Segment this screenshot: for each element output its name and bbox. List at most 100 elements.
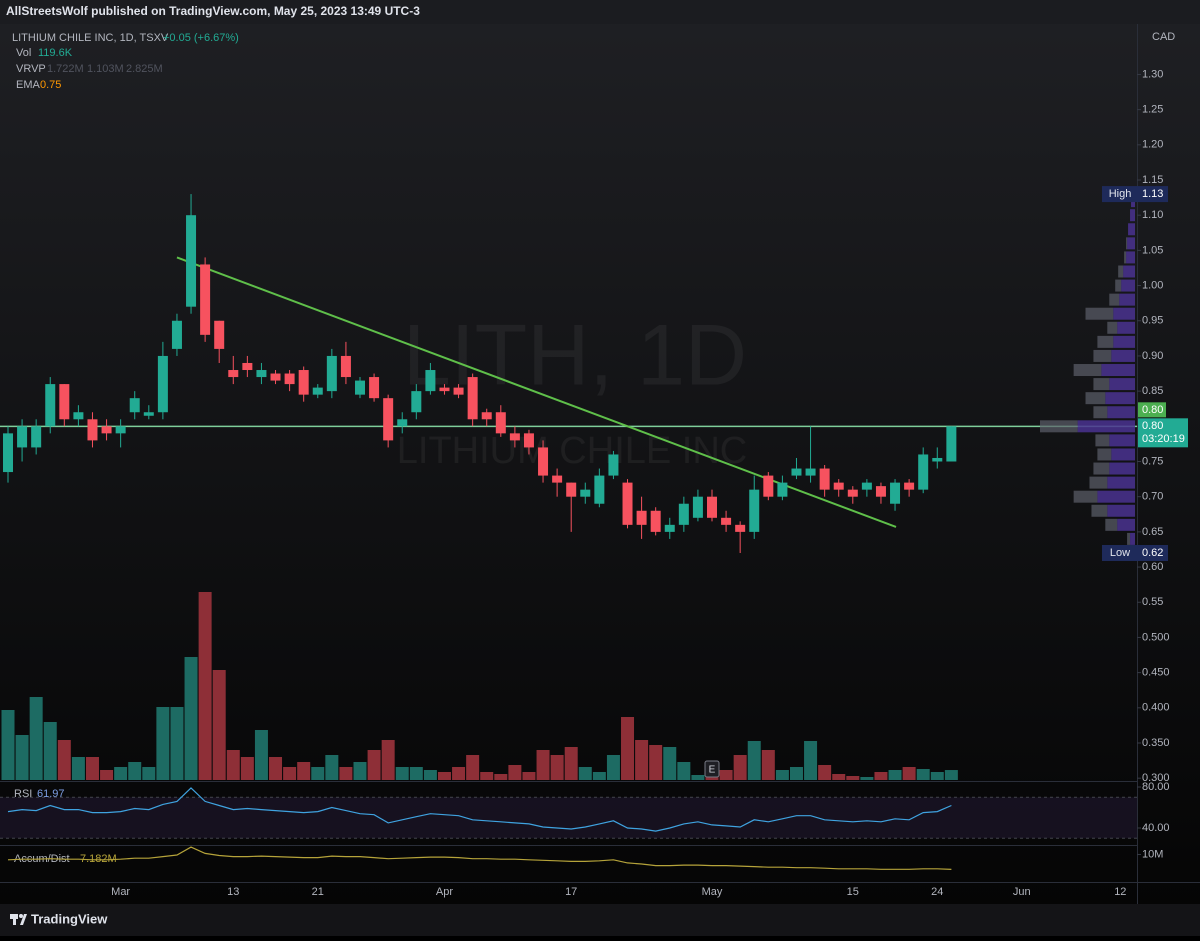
- x-tick-label: 17: [565, 886, 577, 898]
- profile-down: [1097, 448, 1112, 461]
- candle-body: [552, 475, 563, 483]
- candle-body: [819, 468, 830, 490]
- profile-up: [1097, 490, 1135, 503]
- y-tick-label: 1.20: [1142, 139, 1163, 151]
- volume-bar: [114, 767, 128, 780]
- profile-down: [1093, 462, 1110, 475]
- profile-up: [1111, 448, 1135, 461]
- tag-label: Low: [1110, 547, 1130, 559]
- candle-body: [425, 370, 436, 392]
- candle-body: [875, 486, 886, 497]
- volume-bar: [100, 770, 114, 780]
- rsi-line: [7, 787, 952, 832]
- volume-bar: [240, 757, 254, 780]
- footer-text: TradingView: [31, 911, 108, 926]
- volume-bar: [381, 740, 395, 780]
- volume-bar: [142, 767, 156, 780]
- price-tag-box: [1138, 402, 1166, 418]
- legend-vrvp-down: 1.103M: [87, 63, 124, 75]
- profile-up: [1107, 406, 1135, 419]
- profile-down: [1085, 392, 1106, 405]
- candle-body: [256, 370, 267, 378]
- candle-body: [284, 373, 295, 385]
- profile-up: [1113, 335, 1135, 348]
- volume-bar: [621, 717, 635, 780]
- candle-body: [763, 475, 774, 497]
- volume-bar: [226, 750, 240, 780]
- profile-down: [1095, 434, 1110, 447]
- candle-body: [369, 377, 380, 399]
- candle-body: [749, 489, 760, 532]
- volume-bar: [29, 697, 43, 780]
- profile-down: [1089, 476, 1108, 489]
- y-tick-label: 0.500: [1142, 631, 1170, 643]
- profile-up: [1107, 504, 1135, 517]
- candle-body: [340, 355, 351, 378]
- candle-body: [904, 482, 915, 490]
- candle-body: [678, 503, 689, 525]
- legend-ema: EMA: [16, 79, 41, 91]
- candle-body: [805, 468, 816, 476]
- profile-up: [1107, 476, 1135, 489]
- profile-up: [1113, 307, 1135, 320]
- ad-tick-label: 10M: [1142, 848, 1163, 860]
- profile-up: [1130, 209, 1135, 222]
- candle-body: [608, 454, 619, 476]
- footer-logo: [10, 914, 27, 925]
- volume-bar: [578, 767, 592, 780]
- y-tick-label: 0.65: [1142, 526, 1163, 538]
- candle-body: [87, 419, 98, 441]
- profile-down: [1109, 293, 1120, 306]
- profile-up: [1126, 251, 1135, 264]
- x-tick-label: Mar: [111, 886, 130, 898]
- legend-vrvp-total: 2.825M: [126, 63, 163, 75]
- y-tick-label: 0.60: [1142, 561, 1163, 573]
- profile-up: [1121, 279, 1135, 292]
- profile-up: [1077, 420, 1135, 433]
- x-tick-label: 15: [847, 886, 859, 898]
- profile-up: [1127, 237, 1135, 250]
- profile-up: [1111, 349, 1135, 362]
- ad-legend-value: 7.182M: [80, 853, 117, 865]
- volume-bar: [789, 767, 803, 780]
- volume-bar: [775, 770, 789, 780]
- profile-down: [1115, 279, 1122, 292]
- volume-bar: [1, 710, 15, 780]
- volume-bar: [283, 767, 297, 780]
- volume-bar: [649, 745, 663, 780]
- candle-body: [439, 387, 450, 392]
- legend-ema-value: 0.75: [40, 79, 61, 91]
- candle-body: [692, 496, 703, 518]
- candle-body: [411, 391, 422, 413]
- candle-body: [143, 412, 154, 416]
- x-tick-label: Apr: [436, 886, 453, 898]
- volume-bar: [325, 755, 339, 780]
- volume-bar: [508, 765, 522, 780]
- candle-body: [214, 320, 225, 349]
- profile-down: [1118, 265, 1124, 278]
- volume-bar: [212, 670, 226, 780]
- candle-body: [777, 482, 788, 497]
- legend-vol: Vol: [16, 47, 31, 59]
- volume-bar: [691, 775, 705, 780]
- y-tick-label: 0.450: [1142, 667, 1170, 679]
- profile-up: [1123, 265, 1135, 278]
- profile-down: [1124, 251, 1127, 264]
- volume-bar: [536, 750, 550, 780]
- volume-bar: [156, 707, 170, 780]
- volume-bar: [860, 777, 874, 780]
- candle-body: [523, 433, 534, 448]
- volume-bar: [85, 757, 99, 780]
- volume-bar: [452, 767, 466, 780]
- profile-up: [1128, 223, 1135, 236]
- volume-bar: [832, 774, 846, 780]
- volume-bar: [550, 755, 564, 780]
- header-bar: [0, 0, 1200, 24]
- volume-bar: [719, 770, 733, 780]
- y-tick-label: 0.55: [1142, 596, 1163, 608]
- candle-body: [833, 482, 844, 490]
- volume-bar: [409, 767, 423, 780]
- candle-body: [326, 355, 337, 392]
- volume-bar: [43, 722, 57, 780]
- candle-body: [298, 370, 309, 395]
